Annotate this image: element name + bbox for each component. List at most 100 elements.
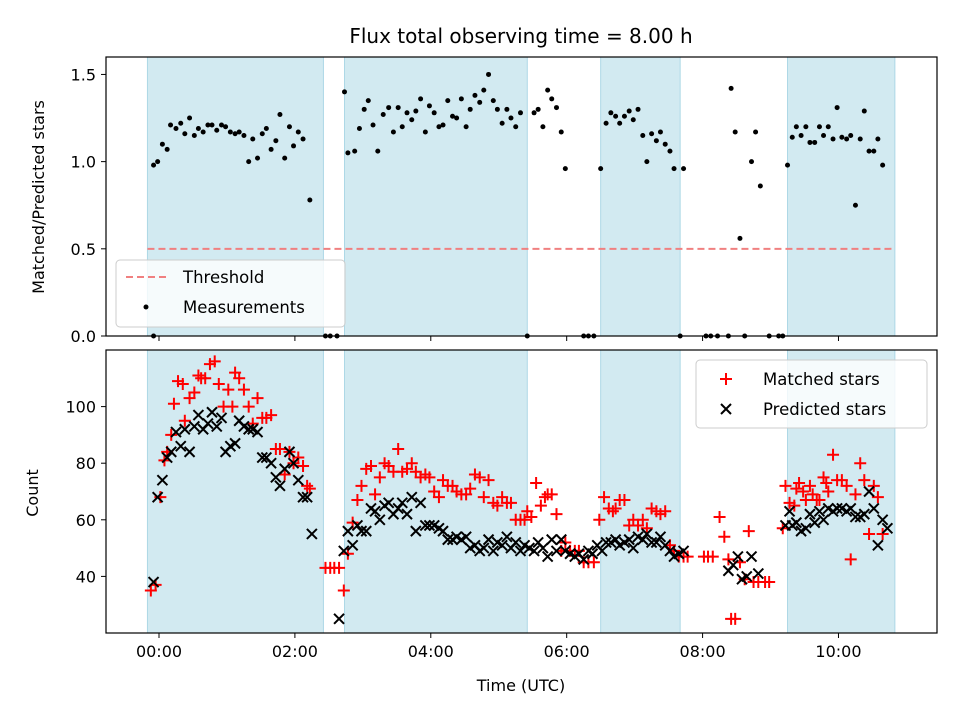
measurement-point: [268, 146, 274, 152]
predicted-star-point: [817, 514, 830, 526]
matched-star-point: [525, 510, 538, 523]
predicted-star-point: [577, 553, 590, 566]
measurement-point: [191, 132, 197, 138]
bottom-axes-frame: [105, 349, 938, 634]
matched-star-point: [609, 502, 622, 515]
predicted-star-point: [514, 545, 527, 557]
measurement-point: [749, 159, 755, 165]
matched-star-point: [208, 355, 221, 368]
matched-star-point: [251, 392, 264, 405]
measurement-point: [477, 99, 483, 105]
predicted-star-point: [641, 528, 653, 540]
legend-matched-label: Matched stars: [763, 370, 880, 389]
predicted-star-point: [342, 525, 354, 537]
predicted-star-point: [297, 491, 309, 503]
measurement-point: [440, 122, 446, 128]
predicted-star-point: [664, 545, 676, 557]
predicted-star-point: [183, 446, 196, 458]
measurement-point: [395, 105, 401, 111]
predicted-star-point: [501, 531, 513, 543]
predicted-star-point: [586, 548, 599, 560]
predicted-star-point: [844, 502, 857, 515]
matched-star-point: [598, 491, 611, 504]
predicted-star-point: [211, 420, 223, 433]
predicted-star-point: [396, 497, 408, 509]
measurement-point: [508, 115, 514, 121]
predicted-star-point: [423, 519, 436, 532]
measurement-point: [517, 110, 523, 116]
measurement-point: [445, 98, 451, 104]
predicted-star-point: [546, 533, 558, 546]
predicted-star-point: [278, 463, 291, 475]
predicted-star-point: [849, 511, 862, 523]
measurement-point: [341, 89, 347, 95]
x-tick-label: 10:00: [815, 642, 861, 661]
measurement-point: [404, 110, 410, 116]
measurement-point: [361, 106, 367, 112]
predicted-star-point: [623, 533, 635, 546]
measurement-point: [178, 120, 184, 126]
matched-star-point: [226, 400, 239, 413]
measurement-point: [282, 155, 288, 161]
predicted-star-point: [808, 516, 821, 529]
measurement-point: [821, 132, 827, 138]
measurement-point: [880, 162, 886, 168]
predicted-star-point: [654, 531, 667, 543]
predicted-star-point: [161, 451, 173, 464]
measurement-point: [232, 131, 238, 137]
measurement-point: [418, 96, 424, 102]
measurement-point: [513, 124, 519, 130]
measurement-point: [295, 129, 301, 135]
observing-interval-band: [600, 56, 681, 337]
measurement-point: [365, 98, 371, 104]
measurement-point: [454, 115, 460, 121]
bottom-panel: 00:00 02:00 04:00 06:00 08:00 10:00 40 60 80 100…: [23, 349, 938, 695]
bottom-y-axis-label: Count: [23, 469, 42, 517]
predicted-star-point: [596, 545, 608, 557]
predicted-star-point: [482, 533, 495, 546]
matched-star-point: [790, 482, 803, 495]
measurement-point: [458, 96, 464, 102]
predicted-star-point: [338, 545, 350, 557]
matched-star-point: [188, 386, 201, 399]
predicted-star-point: [858, 508, 871, 520]
measurement-point: [798, 132, 804, 138]
measurement-point: [209, 122, 215, 128]
predicted-star-point: [881, 522, 894, 534]
matched-star-point: [333, 561, 346, 574]
measurement-point: [545, 87, 551, 93]
measurement-point: [785, 162, 791, 168]
predicted-star-point: [600, 536, 612, 549]
matched-star-point: [178, 414, 191, 427]
matched-star-point: [278, 468, 291, 481]
predicted-star-point: [287, 457, 300, 469]
predicted-star-point: [745, 550, 758, 563]
matched-star-point: [212, 377, 225, 390]
matched-star-point: [273, 443, 286, 456]
measurement-point: [205, 122, 211, 128]
matched-star-point: [844, 553, 857, 566]
measurement-point: [630, 117, 636, 123]
matched-star-point: [618, 493, 631, 506]
predicted-star-point: [292, 474, 304, 486]
matched-star-point: [292, 451, 305, 464]
legend-predicted-swatch: [720, 403, 732, 415]
matched-star-point: [681, 550, 694, 563]
measurement-point: [816, 124, 822, 130]
measurement-point: [553, 105, 559, 111]
measurement-point: [277, 112, 283, 118]
measurement-point: [259, 131, 265, 137]
measurement-point: [732, 129, 738, 135]
measurement-point: [413, 108, 419, 114]
matched-star-point: [822, 485, 835, 498]
measurement-point: [255, 155, 261, 161]
predicted-star-point: [783, 505, 796, 518]
matched-star-point: [793, 477, 806, 490]
predicted-star-point: [727, 559, 739, 571]
predicted-star-point: [627, 542, 639, 554]
matched-star-point: [538, 491, 551, 504]
matched-star-point: [813, 493, 826, 506]
predicted-star-point: [406, 491, 418, 503]
measurement-point: [436, 124, 442, 130]
matched-star-point: [817, 471, 830, 484]
